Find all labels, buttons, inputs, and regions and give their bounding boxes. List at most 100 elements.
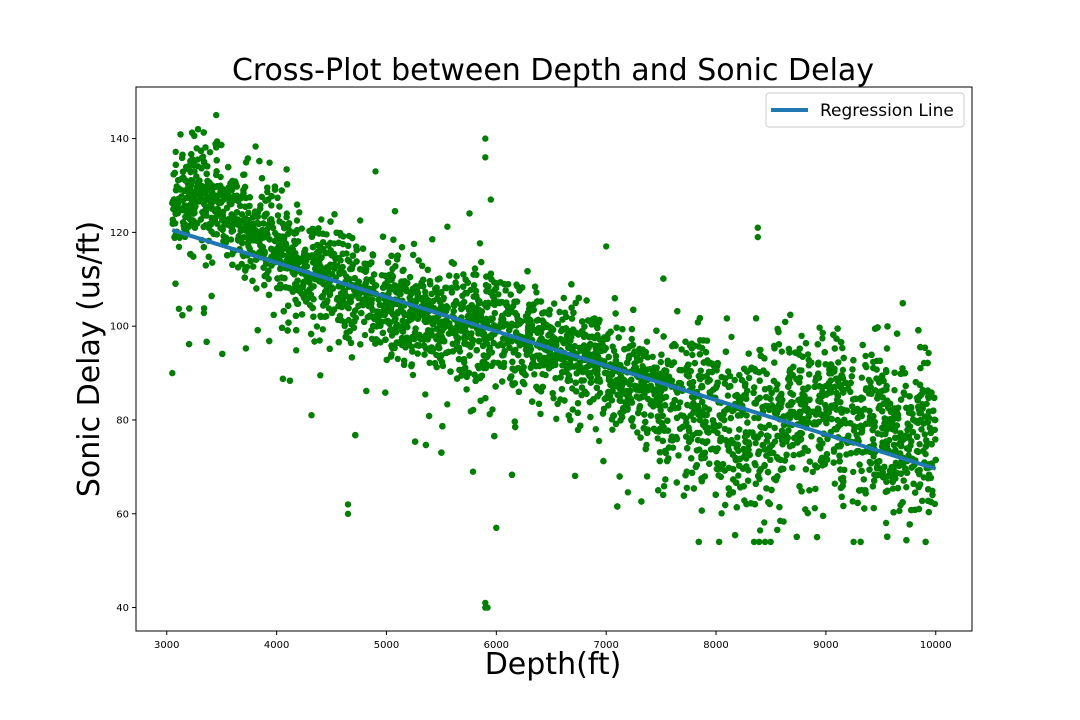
scatter-point	[403, 287, 410, 295]
scatter-point	[308, 412, 315, 419]
scatter-point	[421, 351, 428, 358]
scatter-point	[335, 239, 342, 246]
scatter-point	[916, 441, 923, 448]
scatter-point	[692, 463, 700, 471]
scatter-point	[449, 340, 456, 348]
scatter-point	[750, 538, 758, 546]
scatter-point	[227, 236, 235, 243]
scatter-point	[506, 344, 513, 351]
scatter-point	[452, 279, 459, 286]
scatter-point	[882, 519, 890, 527]
scatter-point	[558, 386, 566, 393]
scatter-point	[767, 456, 774, 463]
scatter-point	[633, 393, 640, 400]
scatter-point	[402, 344, 409, 351]
scatter-point	[790, 451, 797, 459]
scatter-point	[410, 251, 417, 259]
scatter-point	[709, 368, 716, 376]
scatter-point	[587, 379, 594, 386]
scatter-point	[743, 455, 750, 462]
scatter-point	[704, 438, 711, 445]
scatter-point	[667, 406, 674, 413]
scatter-point	[752, 480, 759, 487]
scatter-point	[631, 348, 638, 355]
scatter-point	[200, 309, 208, 317]
scatter-point	[676, 425, 684, 432]
scatter-point	[188, 151, 195, 158]
scatter-point	[766, 444, 774, 451]
scatter-point	[475, 337, 483, 345]
chart-title: Cross-Plot between Depth and Sonic Delay	[232, 53, 874, 88]
scatter-point	[643, 473, 651, 480]
scatter-point	[268, 262, 275, 269]
scatter-point	[859, 341, 866, 349]
scatter-point	[208, 215, 215, 222]
scatter-point	[783, 451, 790, 458]
scatter-point	[831, 345, 838, 352]
scatter-point	[202, 144, 209, 151]
scatter-point	[866, 458, 873, 466]
scatter-point	[756, 527, 764, 534]
scatter-point	[429, 236, 436, 243]
scatter-point	[660, 275, 667, 282]
scatter-point	[907, 403, 915, 411]
scatter-point	[237, 227, 244, 234]
scatter-point	[486, 411, 493, 418]
scatter-point	[318, 216, 325, 223]
scatter-point	[785, 427, 792, 434]
scatter-point	[628, 335, 635, 343]
scatter-point	[406, 273, 414, 281]
scatter-point	[819, 512, 827, 520]
scatter-point	[495, 291, 502, 298]
scatter-point	[879, 474, 887, 481]
scatter-point	[744, 419, 751, 426]
scatter-point	[367, 303, 375, 311]
scatter-point	[628, 376, 635, 383]
scatter-point	[325, 305, 332, 312]
scatter-point	[311, 338, 318, 345]
scatter-point	[533, 289, 540, 296]
scatter-point	[903, 484, 910, 491]
scatter-point	[207, 221, 215, 228]
scatter-point	[560, 294, 567, 302]
scatter-point	[871, 477, 878, 484]
scatter-point	[837, 421, 844, 428]
scatter-point	[585, 362, 592, 369]
scatter-point	[551, 300, 558, 307]
scatter-point	[799, 390, 806, 398]
scatter-point	[576, 359, 583, 366]
scatter-points	[169, 111, 939, 611]
scatter-point	[897, 396, 905, 403]
scatter-point	[209, 259, 216, 266]
scatter-point	[837, 399, 844, 406]
scatter-point	[450, 308, 457, 315]
scatter-point	[724, 392, 732, 399]
scatter-point	[796, 367, 803, 374]
scatter-point	[611, 295, 618, 302]
scatter-point	[587, 413, 594, 421]
scatter-point	[916, 409, 923, 417]
scatter-point	[518, 358, 525, 366]
scatter-point	[270, 311, 277, 319]
scatter-point	[370, 271, 378, 278]
scatter-point	[683, 468, 690, 475]
scatter-point	[789, 464, 796, 471]
scatter-point	[487, 270, 495, 277]
scatter-point	[717, 473, 725, 481]
scatter-point	[799, 450, 806, 457]
scatter-point	[319, 326, 326, 333]
scatter-point	[902, 382, 909, 390]
scatter-point	[831, 480, 838, 487]
scatter-point	[798, 332, 805, 339]
scatter-point	[382, 389, 389, 396]
scatter-point	[890, 441, 898, 449]
scatter-point	[391, 208, 399, 215]
scatter-point	[675, 452, 682, 459]
scatter-point	[344, 256, 352, 264]
scatter-point	[757, 346, 764, 354]
scatter-point	[802, 466, 810, 473]
scatter-point	[677, 380, 685, 387]
scatter-point	[524, 327, 532, 334]
scatter-point	[368, 327, 375, 334]
scatter-point	[326, 345, 333, 352]
